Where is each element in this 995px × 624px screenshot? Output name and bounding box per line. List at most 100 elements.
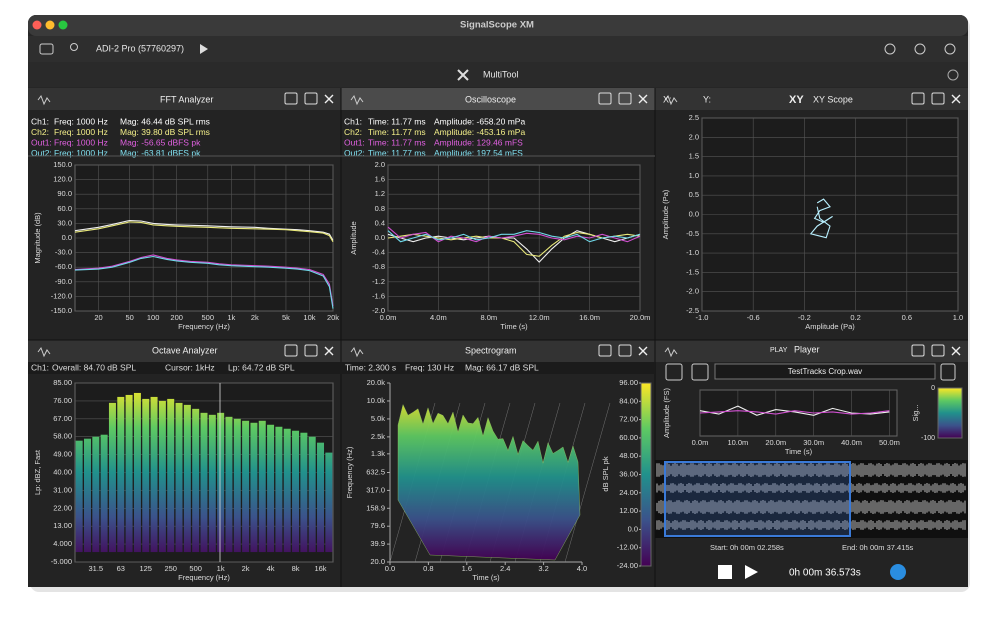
- traffic-light[interactable]: [45, 20, 55, 30]
- channel-icon[interactable]: [664, 346, 678, 358]
- y-tick-label: 67.00: [53, 414, 72, 423]
- x-tick-label: 0.0: [385, 564, 395, 573]
- tool-bar: [28, 62, 968, 87]
- toolbar-icon[interactable]: [914, 43, 926, 55]
- header-button: [304, 92, 318, 105]
- info-value: Mag: 39.80 dB SPL rms: [120, 127, 210, 137]
- traffic-light[interactable]: [58, 20, 68, 30]
- y-tick-label: 317.0: [366, 485, 385, 494]
- tool-name: MultiTool: [483, 69, 519, 79]
- x-tick-label: 200: [170, 313, 183, 322]
- info-value: Cursor: 1kHz: [165, 362, 215, 372]
- play-label: PLAY: [770, 347, 788, 354]
- toolbar: [28, 36, 968, 62]
- x-tick-label: 1.6: [462, 564, 472, 573]
- channel-icon[interactable]: [664, 94, 678, 106]
- panel-header: [655, 88, 968, 110]
- header-button: [911, 92, 925, 105]
- bar: [250, 422, 258, 553]
- y-tick-label: 1.3k: [371, 449, 385, 458]
- colorbar-tick-label: 60.00: [619, 433, 638, 442]
- x-tick-label: 8k: [292, 564, 300, 573]
- surface-grid: [564, 402, 611, 563]
- y-tick-label: 22.00: [53, 503, 72, 512]
- tool-icon: [457, 69, 469, 81]
- bar: [292, 430, 300, 553]
- traffic-light[interactable]: [32, 20, 42, 30]
- panel-header: [655, 340, 968, 362]
- bar: [150, 396, 158, 553]
- toolbar-icon[interactable]: [884, 43, 896, 55]
- y-tick-label: 1.2: [375, 189, 385, 198]
- chat-button[interactable]: [890, 564, 906, 580]
- meter-tick-label: -100: [921, 435, 935, 442]
- y-tick-label: 31.00: [53, 485, 72, 494]
- info-value: Freq: 1000 Hz: [54, 127, 108, 137]
- panel-header: [28, 88, 341, 110]
- header-button: [304, 344, 318, 357]
- y-tick-label: 1.0: [689, 171, 699, 180]
- bar: [83, 438, 91, 553]
- y-tick-label: 158.9: [366, 503, 385, 512]
- x-tick-label: 1k: [217, 564, 225, 573]
- channel-icon[interactable]: [37, 94, 51, 106]
- x-tick-label: 2k: [251, 313, 259, 322]
- close-button[interactable]: [324, 346, 334, 356]
- y-tick-label: 76.00: [53, 396, 72, 405]
- y-tick-label: 2.0: [689, 132, 699, 141]
- info-button: [940, 363, 956, 381]
- x-tick-label: 63: [117, 564, 125, 573]
- y-tick-label: -150.0: [51, 306, 72, 315]
- y-tick-label: 0.4: [375, 218, 385, 227]
- x-tick-label: 2k: [242, 564, 250, 573]
- y-tick-label: -0.5: [686, 229, 699, 238]
- info-value: Amplitude: -658.20 mPa: [434, 116, 525, 126]
- meter-tick-label: 0: [931, 385, 935, 392]
- close-button[interactable]: [638, 346, 648, 356]
- y-tick-label: 150.0: [53, 160, 72, 169]
- close-button[interactable]: [324, 94, 334, 104]
- mic-icon: [70, 43, 78, 51]
- info-value: Time: 11.77 ms: [368, 137, 426, 147]
- y-tick-label: 1.5: [689, 152, 699, 161]
- info-strip: [28, 362, 655, 374]
- y-tick-label: 4.000: [53, 539, 72, 548]
- file-button: [665, 363, 683, 381]
- channel-icon[interactable]: [350, 94, 364, 106]
- info-value: Mag: -63.81 dBFS pk: [120, 148, 201, 158]
- selection: [664, 461, 851, 537]
- xy-y-label: Y:: [703, 94, 711, 104]
- info-value: Amplitude: 197.54 mFS: [434, 148, 523, 158]
- bar: [208, 414, 216, 553]
- y-tick-label: 0.0: [62, 233, 72, 242]
- close-button[interactable]: [638, 94, 648, 104]
- channel-icon[interactable]: [37, 346, 51, 358]
- x-tick-label: 125: [139, 564, 152, 573]
- play-button[interactable]: [200, 44, 208, 54]
- info-label: Ch2:: [344, 127, 362, 137]
- y-tick-label: 632.5: [366, 467, 385, 476]
- panel-title: XY Scope: [813, 94, 853, 104]
- y-axis-label: Magnitude (dB): [33, 212, 42, 264]
- header-button: [284, 344, 298, 357]
- x-tick-label: 2.4: [500, 564, 510, 573]
- bar: [242, 420, 250, 553]
- toolbar-icon[interactable]: [944, 43, 956, 55]
- info-value: Lp: 64.72 dB SPL: [228, 362, 295, 372]
- info-value: Time: 11.77 ms: [368, 127, 426, 137]
- info-label: Ch1:: [31, 116, 49, 126]
- x-axis-label: Time (s): [472, 573, 500, 582]
- x-tick-label: 30.0m: [803, 438, 824, 447]
- close-button[interactable]: [951, 346, 961, 356]
- play-button[interactable]: [745, 565, 758, 579]
- y-tick-label: 1.6: [375, 175, 385, 184]
- waveform: [656, 500, 966, 514]
- y-tick-label: 0.8: [375, 204, 385, 213]
- info-value: Overall: 84.70 dB SPL: [52, 362, 136, 372]
- colorbar-tick-label: 84.00: [619, 396, 638, 405]
- info-value: Time: 2.300 s: [345, 362, 396, 372]
- channel-icon[interactable]: [350, 346, 364, 358]
- settings-icon[interactable]: [947, 69, 959, 81]
- x-tick-label: 12.0m: [529, 313, 550, 322]
- close-button[interactable]: [951, 94, 961, 104]
